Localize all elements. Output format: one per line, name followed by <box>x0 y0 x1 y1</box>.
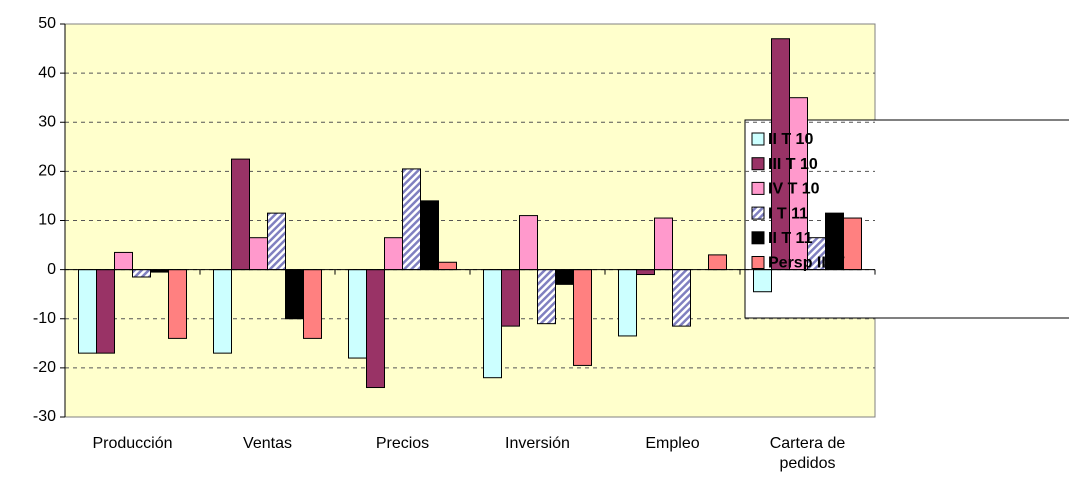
bar <box>636 269 655 276</box>
bar <box>654 217 673 271</box>
bar <box>249 237 268 271</box>
bar <box>402 168 421 271</box>
bar <box>348 269 367 359</box>
legend-label: II T 10 <box>768 131 813 148</box>
bar <box>267 212 286 271</box>
bar <box>168 269 187 339</box>
legend-label: I T 11 <box>768 205 808 222</box>
bar <box>114 251 133 271</box>
bar <box>483 269 502 379</box>
bar <box>519 215 538 271</box>
bar <box>537 269 556 325</box>
y-tick-label: 0 <box>47 261 56 278</box>
x-tick-label: Inversión <box>505 435 570 452</box>
bar <box>753 269 772 293</box>
y-tick-label: 10 <box>38 212 56 229</box>
y-tick-label: 20 <box>38 163 56 180</box>
x-tick-label: Precios <box>375 435 430 452</box>
legend-label: III T 10 <box>768 156 818 173</box>
y-tick-label: -20 <box>33 359 56 376</box>
legend-label: Persp III T <box>768 255 845 272</box>
bar <box>96 269 115 354</box>
legend-swatch <box>751 231 765 245</box>
bar <box>132 269 151 278</box>
bar <box>420 200 439 271</box>
bar <box>78 269 97 354</box>
bar <box>384 237 403 271</box>
legend-label: II T 11 <box>768 230 813 247</box>
y-tick-label: 40 <box>38 64 56 81</box>
y-tick-label: -10 <box>33 310 56 327</box>
bar <box>555 269 574 285</box>
y-tick-label: 50 <box>38 15 56 32</box>
x-tick-label: Producción <box>92 435 173 452</box>
bar <box>618 269 637 337</box>
bar <box>573 269 592 366</box>
legend-swatch <box>751 256 765 269</box>
y-tick-label: -30 <box>33 408 56 425</box>
legend-label: IV T 10 <box>768 181 820 198</box>
bar <box>303 269 322 339</box>
legend-swatch <box>751 206 765 220</box>
bar <box>501 269 520 327</box>
bar <box>285 269 304 320</box>
x-tick-label: Empleo <box>645 435 700 452</box>
bar <box>843 217 862 271</box>
legend-swatch <box>751 181 765 195</box>
bar <box>213 269 232 354</box>
bar <box>438 261 457 271</box>
x-tick-label: Cartera de pedidos <box>769 435 846 472</box>
bar <box>708 254 727 271</box>
legend-swatch <box>751 157 765 171</box>
x-tick-label: Ventas <box>243 435 292 452</box>
bar <box>672 269 691 327</box>
legend-swatch <box>751 132 765 146</box>
bar <box>366 269 385 389</box>
y-tick-label: 30 <box>38 113 56 130</box>
bar <box>231 158 250 271</box>
